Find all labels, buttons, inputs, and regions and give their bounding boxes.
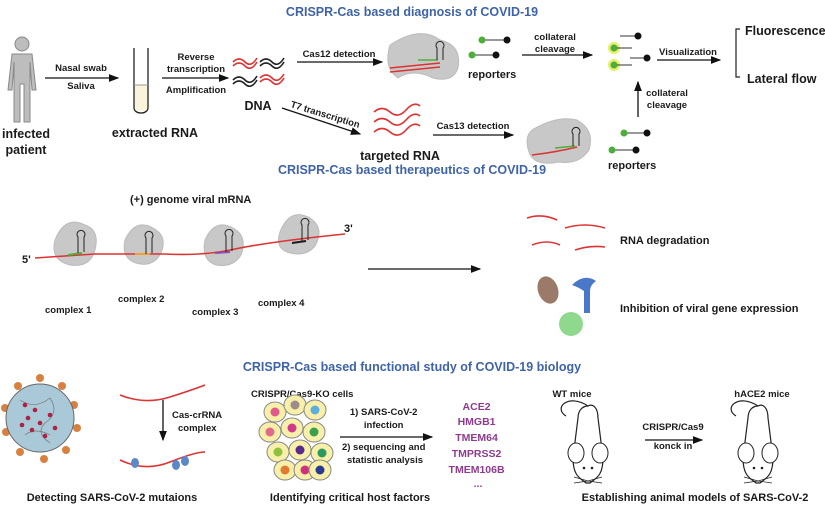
cells-icon	[258, 394, 334, 481]
cell-nucleus	[265, 427, 275, 437]
mutation-dots	[131, 456, 189, 470]
cas12-complex-icon	[387, 33, 460, 80]
visualization-label: Visualization	[659, 47, 717, 58]
knockin-label: CRISPR/Cas9	[642, 422, 703, 433]
viral-mrna-strand	[34, 233, 346, 259]
collateral-label: collateral	[534, 32, 576, 43]
cas-crrna-label: Cas-crRNA	[172, 410, 222, 421]
gene-label: ACE2	[463, 401, 491, 413]
complex-label: complex 2	[118, 294, 164, 305]
animal-models-label: Establishing animal models of SARS-CoV-2	[582, 492, 809, 504]
rt-label: Reverse	[178, 52, 215, 63]
cas-crrna-label: complex	[178, 423, 217, 434]
rt-label: Amplification	[166, 85, 226, 96]
mouse-icon	[560, 400, 609, 484]
wt-mice-label: WT mice	[552, 389, 591, 400]
gene-label: ...	[474, 478, 483, 490]
fluorescence-label: Fluorescence	[745, 24, 825, 38]
human-figure-icon	[7, 36, 37, 123]
crrna-icons	[67, 217, 310, 256]
extracted-rna-label: extracted RNA	[112, 126, 198, 140]
bracket	[735, 28, 740, 78]
targeted-rna-label: targeted RNA	[360, 149, 440, 163]
functional-title: CRISPR-Cas based functional study of COV…	[243, 360, 581, 374]
collateral-label: collateral	[646, 88, 688, 99]
svg-text:ACE2 HMGB1 TMEM64: ACE2 HMGB1 TMEM64 TMPRSS2 TMEM106B ...	[449, 401, 508, 490]
rna-degradation-label: RNA degradation	[620, 235, 710, 247]
rna-strand	[119, 384, 206, 402]
reporters-label: reporters	[608, 160, 656, 172]
lateral-flow-label: Lateral flow	[747, 72, 817, 86]
five-prime-label: 5'	[22, 254, 31, 266]
protein-icon	[572, 277, 596, 313]
protein-icon	[537, 276, 559, 304]
complex-label: complex 3	[192, 307, 238, 318]
step-label: 1) SARS-CoV-2	[350, 407, 418, 418]
inhibition-label: Inhibition of viral gene expression	[620, 303, 799, 315]
dna-strands-icon	[232, 57, 285, 88]
cell-nucleus	[309, 427, 319, 437]
dna-label: DNA	[244, 99, 271, 113]
knockin-label: konck in	[654, 441, 693, 452]
complex-label: complex 1	[45, 305, 92, 316]
cas13-complex-icon	[526, 118, 591, 164]
cell-nucleus	[295, 445, 305, 455]
step-label: statistic analysis	[347, 455, 423, 466]
cas12-label: Cas12 detection	[303, 49, 376, 60]
reporters-label: reporters	[468, 69, 516, 81]
host-factors-label: Identifying critical host factors	[270, 492, 430, 504]
sampling-label: Nasal swab	[55, 63, 107, 74]
cell-nucleus	[270, 407, 280, 417]
gene-label: TMEM64	[455, 432, 498, 444]
reporter-icon	[608, 129, 651, 154]
complex-icons	[53, 214, 320, 266]
cell-nucleus	[315, 465, 325, 475]
cleaved-reporters-icon	[608, 32, 651, 71]
complex-label: complex 4	[258, 298, 305, 309]
step-label: 2) sequencing and	[342, 442, 426, 453]
mutations-label: Detecting SARS-CoV-2 mutaions	[27, 492, 198, 504]
cell-nucleus	[287, 423, 297, 433]
virus-icon	[1, 374, 81, 463]
cell-nucleus	[280, 465, 290, 475]
therapeutics-title: CRISPR-Cas based therapeutics of COVID-1…	[278, 163, 546, 177]
patient-label: infected	[2, 127, 50, 141]
gene-label: TMEM106B	[449, 464, 505, 476]
cell-nucleus	[290, 400, 300, 410]
ko-cells-label: CRISPR/Cas9-KO cells	[251, 389, 353, 400]
gene-label: TMPRSS2	[452, 448, 502, 460]
hace2-mice-label: hACE2 mice	[734, 389, 789, 400]
collateral-label: cleavage	[647, 100, 687, 111]
three-prime-label: 3'	[344, 223, 353, 235]
patient-label: patient	[6, 143, 48, 157]
mouse-icon	[730, 400, 779, 484]
rt-label: transcription	[167, 64, 225, 75]
svg-text:1) SARS-CoV-2 infection: 1) SARS-CoV-2 infection 2) sequencing an…	[342, 407, 428, 466]
test-tube-icon	[133, 48, 149, 114]
cell-nucleus	[317, 448, 327, 458]
cas13-label: Cas13 detection	[437, 121, 510, 132]
reporter-icon	[468, 36, 511, 59]
protein-icon	[559, 312, 583, 336]
targeted-rna-icon	[373, 103, 421, 136]
arrow	[281, 107, 362, 135]
cell-nucleus	[310, 405, 320, 415]
cell-nucleus	[273, 447, 283, 457]
t7-label: T7 transcription	[289, 99, 361, 131]
genome-label: (+) genome viral mRNA	[130, 194, 251, 206]
collateral-label: cleavage	[535, 44, 575, 55]
step-label: infection	[364, 420, 404, 431]
diagnosis-title: CRISPR-Cas based diagnosis of COVID-19	[286, 5, 538, 19]
degraded-rna-icon	[526, 215, 606, 251]
gene-label: HMGB1	[458, 416, 496, 428]
sampling-label: Saliva	[67, 81, 95, 92]
cell-nucleus	[300, 465, 310, 475]
